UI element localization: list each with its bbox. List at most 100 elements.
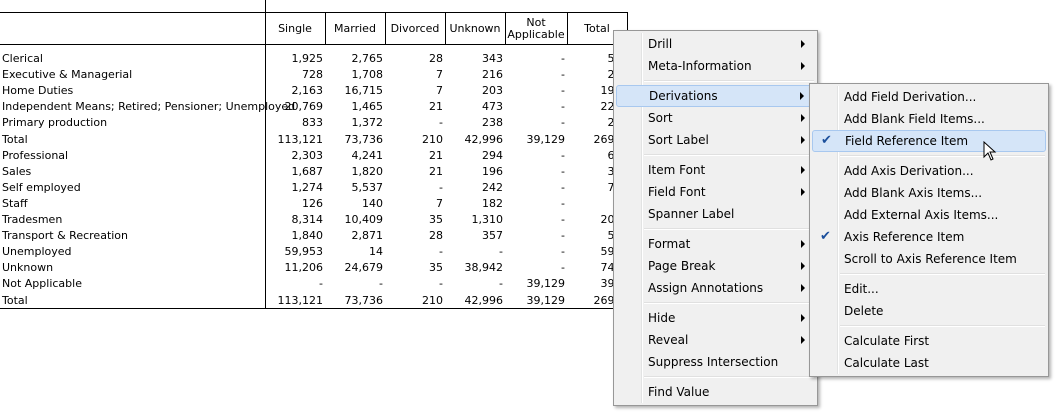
row-label: Tradesmen bbox=[2, 213, 63, 226]
table-cell: 216 bbox=[482, 68, 503, 82]
table-cell: 1,840 bbox=[291, 229, 324, 243]
menu-item-label: Assign Annotations bbox=[648, 281, 764, 295]
row-label: Unknown bbox=[2, 261, 54, 275]
table-cell: - bbox=[561, 148, 565, 162]
column-header: Married bbox=[334, 21, 376, 35]
table-cell: 39,129 bbox=[526, 277, 566, 291]
table-cell: 35 bbox=[429, 261, 443, 275]
menu-item-label: Format bbox=[648, 237, 691, 251]
menu-item-label: Calculate Last bbox=[844, 356, 929, 370]
menu-item[interactable]: Item Font bbox=[616, 159, 815, 181]
menu-item[interactable]: Delete bbox=[812, 300, 1046, 322]
menu-item[interactable]: Assign Annotations bbox=[616, 277, 815, 299]
table-cell: 140 bbox=[362, 196, 383, 210]
menu-item-label: Spanner Label bbox=[648, 207, 735, 221]
table-cell: 5,537 bbox=[351, 180, 384, 194]
row-label: Sales bbox=[2, 164, 32, 178]
menu-item[interactable]: Reveal bbox=[616, 329, 815, 351]
menu-item[interactable]: Field Font bbox=[616, 181, 815, 203]
menu-item-label: Drill bbox=[648, 37, 673, 51]
menu-item[interactable]: Scroll to Axis Reference Item bbox=[812, 248, 1046, 270]
menu-item[interactable]: Add External Axis Items... bbox=[812, 204, 1046, 226]
header-bottom-border bbox=[0, 44, 627, 45]
table-cell: - bbox=[561, 261, 565, 275]
menu-item[interactable]: Suppress Intersection bbox=[616, 351, 815, 373]
menu-item[interactable]: Drill bbox=[616, 33, 815, 55]
table-cell: 73,736 bbox=[344, 132, 384, 146]
menu-item[interactable]: Spanner Label bbox=[616, 203, 815, 225]
column-header: Single bbox=[278, 21, 312, 35]
column-divider bbox=[627, 12, 628, 44]
menu-item[interactable]: Add Axis Derivation... bbox=[812, 160, 1046, 182]
submenu-arrow bbox=[801, 284, 805, 292]
table-cell: 473 bbox=[482, 100, 503, 114]
menu-item-label: Meta-Information bbox=[648, 59, 752, 73]
menu-item-label: Page Break bbox=[648, 259, 716, 273]
menu-item[interactable]: Sort bbox=[616, 107, 815, 129]
menu-separator bbox=[644, 376, 814, 378]
column-header: Unknown bbox=[449, 21, 501, 35]
menu-item-label: Find Value bbox=[648, 385, 710, 399]
table-cell: 1,372 bbox=[351, 116, 384, 130]
menu-item[interactable]: Calculate Last bbox=[812, 352, 1046, 374]
table-cell: 242 bbox=[482, 180, 503, 194]
row-label: Independent Means; Retired; Pensioner; U… bbox=[2, 100, 296, 114]
table-cell: 126 bbox=[302, 196, 323, 210]
submenu-arrow bbox=[801, 336, 805, 344]
table-cell: 728 bbox=[302, 68, 323, 82]
menu-item[interactable]: Edit... bbox=[812, 278, 1046, 300]
menu-item[interactable]: Calculate First bbox=[812, 330, 1046, 352]
menu-item[interactable]: Meta-Information bbox=[616, 55, 815, 77]
submenu-arrow bbox=[801, 40, 805, 48]
menu-item-label: Add Blank Field Items... bbox=[844, 112, 985, 126]
table-cell: 11,206 bbox=[284, 261, 324, 275]
table-cell: 10,409 bbox=[344, 213, 384, 226]
submenu-arrow bbox=[800, 92, 804, 100]
table-cell: 2,871 bbox=[351, 229, 384, 243]
row-label: Staff bbox=[2, 196, 28, 210]
menu-item[interactable]: Add Blank Axis Items... bbox=[812, 182, 1046, 204]
table-cell: - bbox=[439, 245, 443, 259]
table-cell: - bbox=[561, 196, 565, 210]
menu-item[interactable]: Add Field Derivation... bbox=[812, 86, 1046, 108]
menu-item[interactable]: Page Break bbox=[616, 255, 815, 277]
menu-item[interactable]: Derivations bbox=[616, 85, 815, 107]
table-cell: 343 bbox=[482, 52, 503, 65]
table-cell: 7 bbox=[436, 68, 443, 82]
table-cell: 833 bbox=[302, 116, 323, 130]
table-cell: 2,765 bbox=[351, 52, 384, 65]
table-cell: 196 bbox=[482, 164, 503, 178]
check-mark: ✔ bbox=[821, 133, 832, 148]
table-cell: 1,925 bbox=[291, 52, 324, 65]
menu-item-label: Reveal bbox=[648, 333, 689, 347]
table-cell: 42,996 bbox=[464, 293, 504, 307]
table-cell: 2,163 bbox=[291, 84, 324, 98]
submenu-arrow bbox=[801, 166, 805, 174]
table-cell: - bbox=[499, 245, 503, 259]
table-cell: 1,465 bbox=[351, 100, 384, 114]
table-cell: 21 bbox=[429, 164, 443, 178]
menu-item-label: Scroll to Axis Reference Item bbox=[844, 252, 1017, 266]
menu-item-label: Hide bbox=[648, 311, 676, 325]
menu-item[interactable]: Add Blank Field Items... bbox=[812, 108, 1046, 130]
menu-item-label: Calculate First bbox=[844, 334, 930, 348]
table-cell: 238 bbox=[482, 116, 503, 130]
menu-item[interactable]: Sort Label bbox=[616, 129, 815, 151]
row-label: Transport & Recreation bbox=[2, 229, 129, 243]
menu-item[interactable]: Format bbox=[616, 233, 815, 255]
column-header: Total bbox=[584, 21, 610, 35]
table-cell: - bbox=[499, 277, 503, 291]
table-cell: 8,314 bbox=[291, 213, 324, 226]
menu-item-label: Add Blank Axis Items... bbox=[844, 186, 983, 200]
menu-item[interactable]: Field Reference Item ✔ bbox=[812, 130, 1046, 152]
table-cell: - bbox=[561, 84, 565, 98]
menu-item[interactable]: Axis Reference Item ✔ bbox=[812, 226, 1046, 248]
menu-item-label: Sort Label bbox=[648, 133, 709, 147]
menu-item[interactable]: Hide bbox=[616, 307, 815, 329]
table-cell: - bbox=[561, 164, 565, 178]
table-cell: 1,687 bbox=[291, 164, 324, 178]
menu-item[interactable]: Find Value bbox=[616, 381, 815, 403]
table-cell: 38,942 bbox=[464, 261, 504, 275]
row-label: Home Duties bbox=[2, 84, 74, 98]
menu-item-label: Axis Reference Item bbox=[844, 230, 965, 244]
